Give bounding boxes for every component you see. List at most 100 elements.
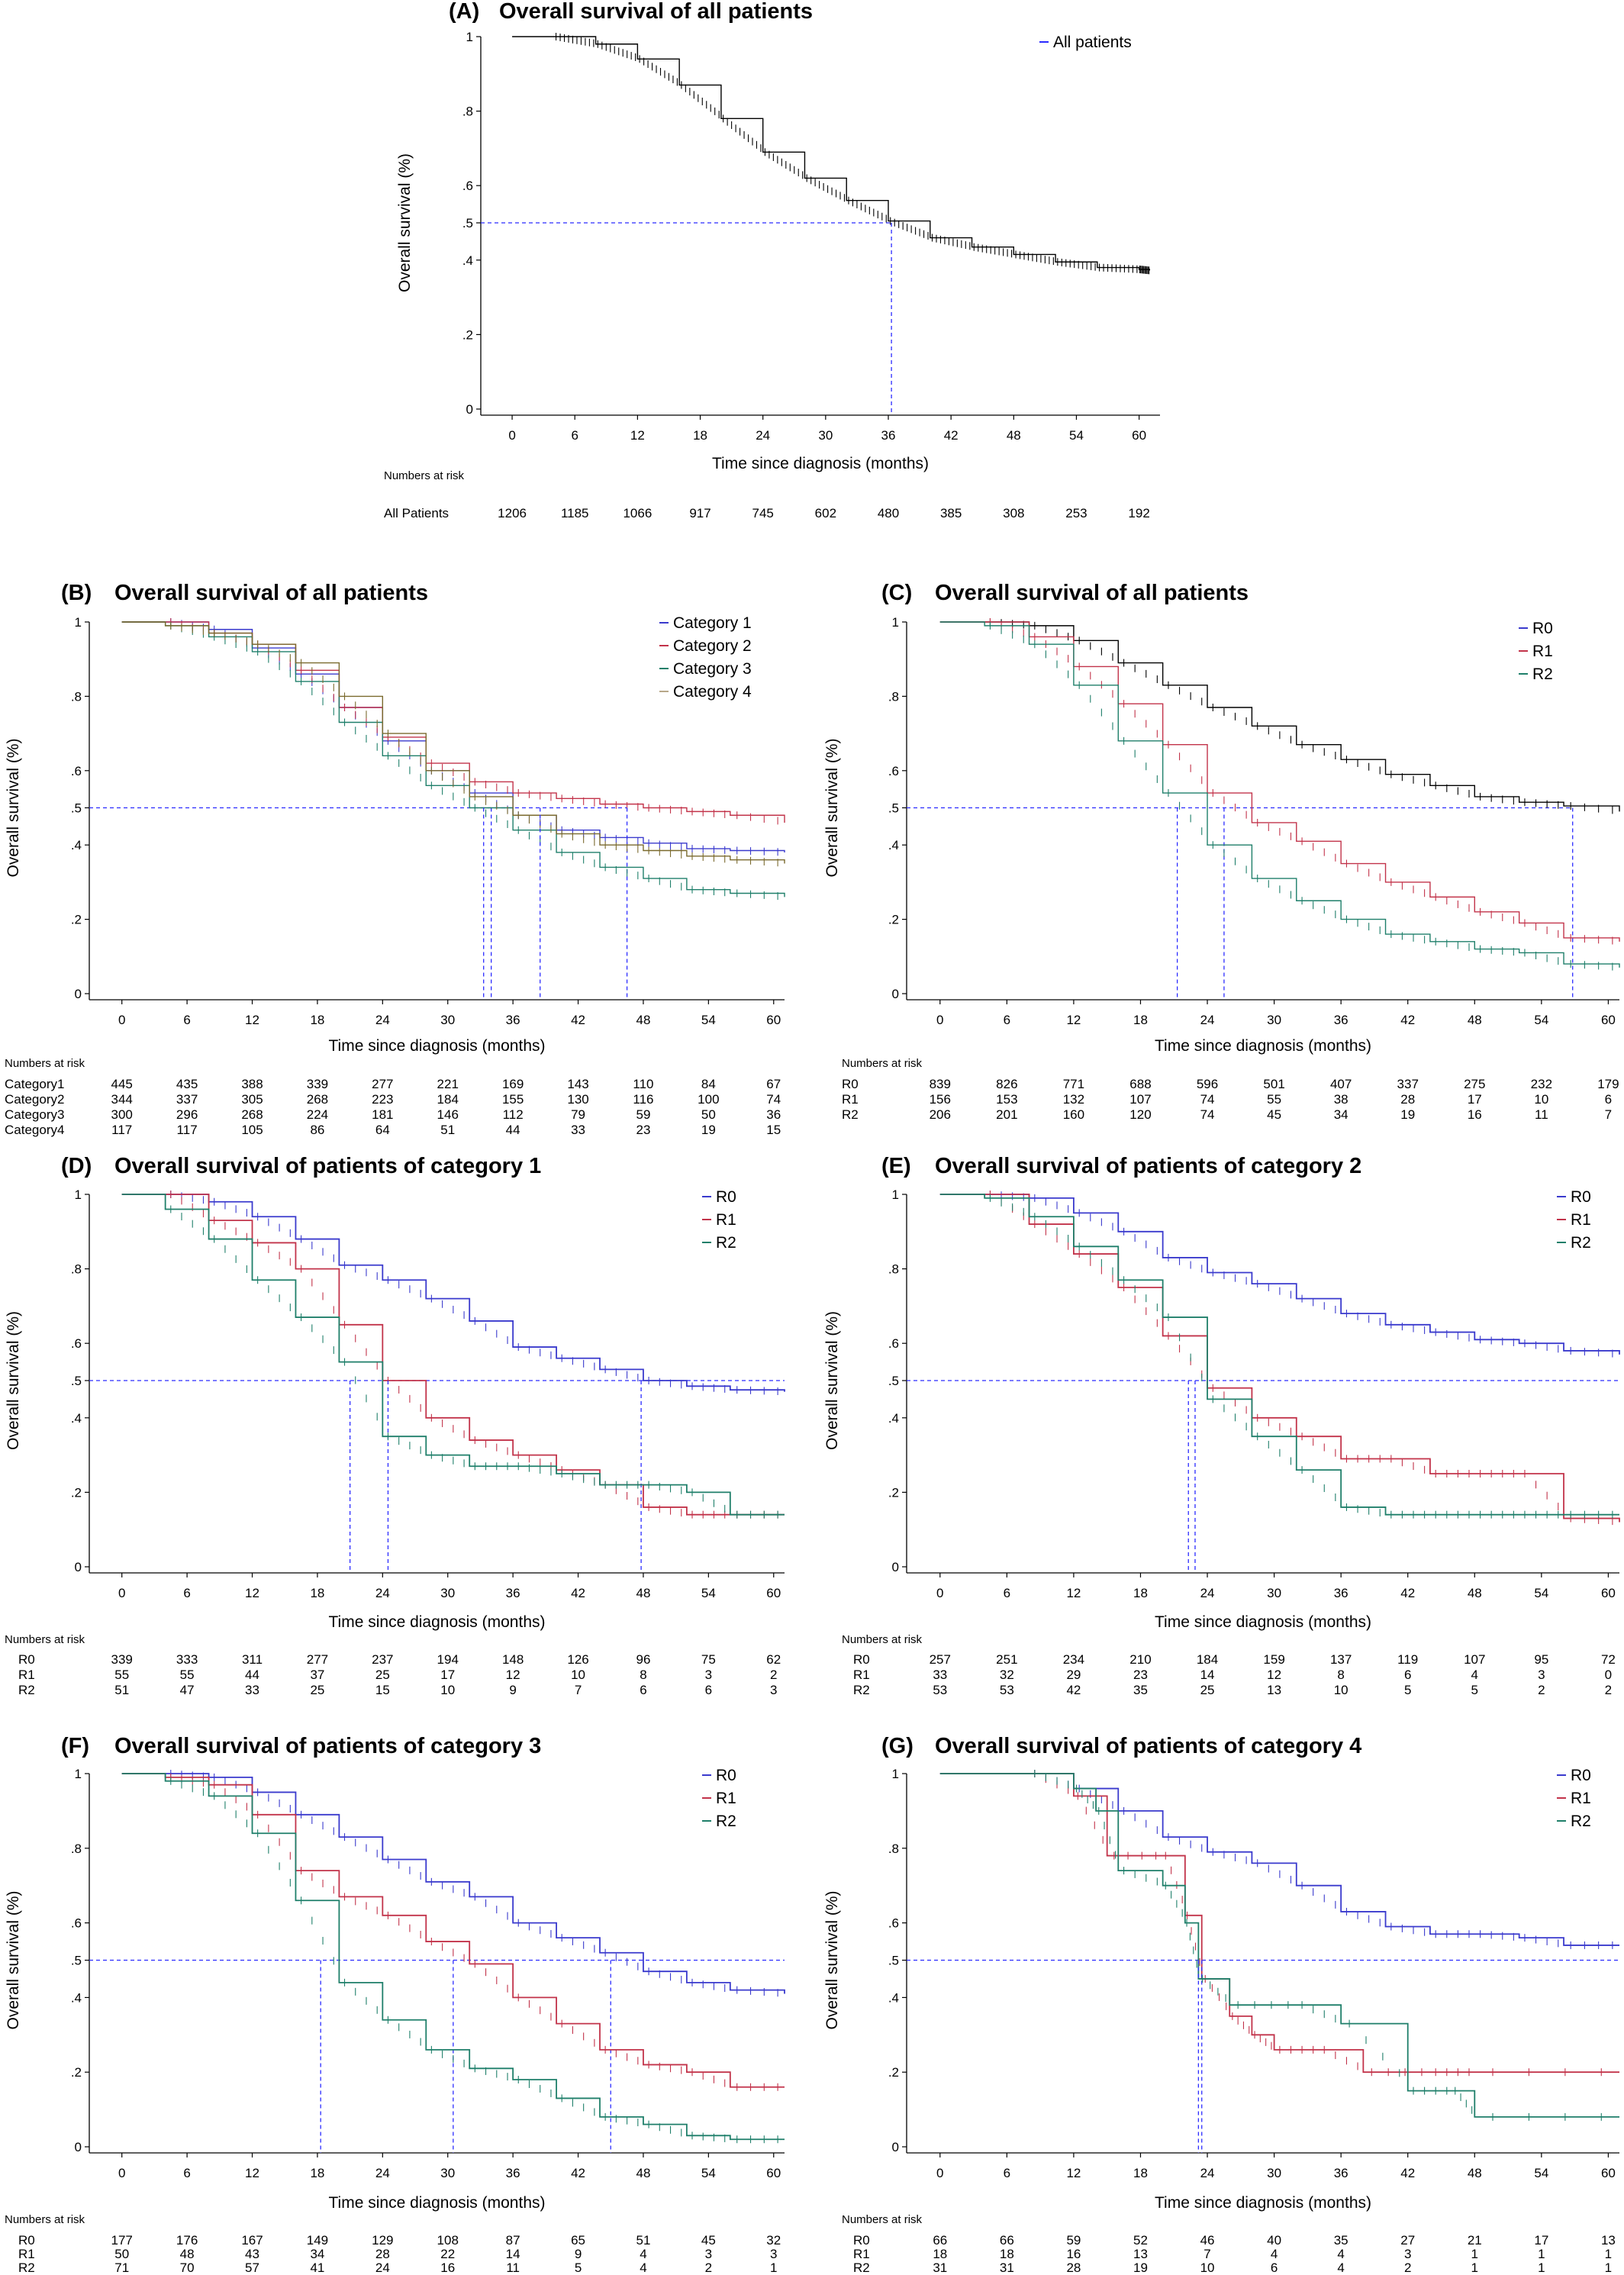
risk-value: 44 [506,1123,520,1137]
risk-row-label: R0 [853,1652,870,1667]
y-tick-label: .6 [888,1336,899,1351]
y-tick-label: 1 [75,1767,82,1781]
survival-curve-r0 [939,621,1620,812]
risk-value: 28 [1400,1092,1415,1107]
risk-value: 10 [571,1668,585,1682]
risk-value: 18 [933,2247,947,2261]
y-tick-label: .2 [71,1485,82,1500]
risk-value: 13 [1133,2247,1148,2261]
x-tick-label: 12 [245,1586,259,1600]
risk-row-label: R2 [18,2260,35,2275]
x-tick-label: 12 [630,428,645,443]
panel-label: (F) [61,1734,89,1758]
y-tick-label: .5 [71,1954,82,1968]
y-tick-label: 1 [75,615,82,630]
risk-value: 51 [440,1123,455,1137]
y-tick-label: .2 [71,2065,82,2080]
y-tick-label: .8 [71,1262,82,1277]
x-tick-label: 30 [1267,1013,1281,1027]
risk-value: 25 [310,1683,324,1697]
x-tick-label: 54 [1534,1586,1548,1600]
risk-value: 17 [1534,2233,1548,2248]
y-tick-label: 0 [892,2140,899,2154]
legend-label: R2 [716,1234,736,1252]
legend-label: R1 [716,1790,736,1807]
y-axis-label: Overall survival (%) [396,153,414,292]
risk-value: 53 [1000,1683,1014,1697]
risk-value: 107 [1129,1092,1151,1107]
risk-value: 153 [996,1092,1017,1107]
legend-label: R1 [1571,1211,1591,1229]
y-tick-label: .4 [71,1990,82,2005]
y-tick-label: .4 [462,253,473,268]
risk-value: 277 [307,1652,328,1667]
risk-value: 35 [1334,2233,1348,2248]
risk-value: 40 [1267,2233,1281,2248]
legend-label: R0 [1532,620,1553,637]
chart-title: Overall survival of patients of category… [114,1734,541,1758]
risk-row-label: R1 [842,1092,859,1107]
risk-value: 6 [1271,2260,1278,2275]
risk-value: 130 [567,1092,588,1107]
risk-value: 0 [1605,1668,1612,1682]
risk-value: 70 [180,2260,195,2275]
x-tick-label: 42 [571,1586,585,1600]
risk-value: 179 [1597,1077,1619,1091]
x-tick-label: 6 [183,2166,190,2180]
risk-value: 2 [1538,1683,1545,1697]
risk-value: 277 [372,1077,393,1091]
risk-value: 53 [933,1683,947,1697]
risk-value: 6 [640,1683,646,1697]
panel-d: (D) Overall survival of patients of categ… [5,1154,785,1697]
x-tick-label: 48 [1007,428,1021,443]
risk-value: 257 [930,1652,951,1667]
y-tick-label: .8 [888,1842,899,1856]
risk-row-label: R0 [18,2233,35,2248]
risk-value: 1 [1471,2260,1478,2275]
risk-value: 57 [245,2260,259,2275]
y-tick-label: .6 [71,1336,82,1351]
risk-value: 44 [245,1668,259,1682]
panel-e: (E) Overall survival of patients of categ… [823,1154,1620,1697]
panel-f: (F) Overall survival of patients of categ… [5,1734,785,2275]
x-tick-label: 42 [571,1013,585,1027]
y-axis-label: Overall survival (%) [5,738,22,877]
risk-value: 23 [636,1123,650,1137]
risk-value: 34 [1334,1107,1348,1122]
x-tick-label: 36 [506,1586,520,1600]
risk-value: 2 [1404,2260,1411,2275]
risk-value: 184 [437,1092,459,1107]
x-tick-label: 42 [1400,1586,1415,1600]
risk-value: 31 [933,2260,947,2275]
risk-value: 221 [437,1077,459,1091]
risk-value: 17 [1468,1092,1482,1107]
x-tick-label: 42 [1400,1013,1415,1027]
risk-value: 13 [1267,1683,1281,1697]
panel-label: (G) [881,1734,914,1758]
x-tick-label: 36 [1334,1013,1348,1027]
risk-value: 87 [506,2233,520,2248]
y-tick-label: 1 [466,30,473,44]
risk-value: 120 [1129,1107,1151,1122]
risk-value: 388 [241,1077,263,1091]
x-tick-label: 54 [1534,1013,1548,1027]
risk-value: 2 [705,2260,712,2275]
risk-value: 14 [1200,1668,1215,1682]
risk-value: 1 [1538,2247,1545,2261]
y-tick-label: .2 [71,913,82,927]
panel-g: (G) Overall survival of patients of categ… [823,1734,1619,2275]
risk-value: 688 [1129,1077,1151,1091]
risk-value: 8 [1337,1668,1344,1682]
risk-value: 79 [571,1107,585,1122]
y-tick-label: .5 [71,801,82,816]
x-tick-label: 24 [375,1013,390,1027]
risk-value: 66 [933,2233,947,2248]
risk-row-label: R2 [18,1683,35,1697]
risk-value: 119 [1397,1652,1418,1667]
risk-value: 7 [1204,2247,1210,2261]
risk-value: 159 [1263,1652,1284,1667]
risk-value: 177 [111,2233,133,2248]
risk-value: 47 [180,1683,195,1697]
risk-value: 51 [636,2233,650,2248]
